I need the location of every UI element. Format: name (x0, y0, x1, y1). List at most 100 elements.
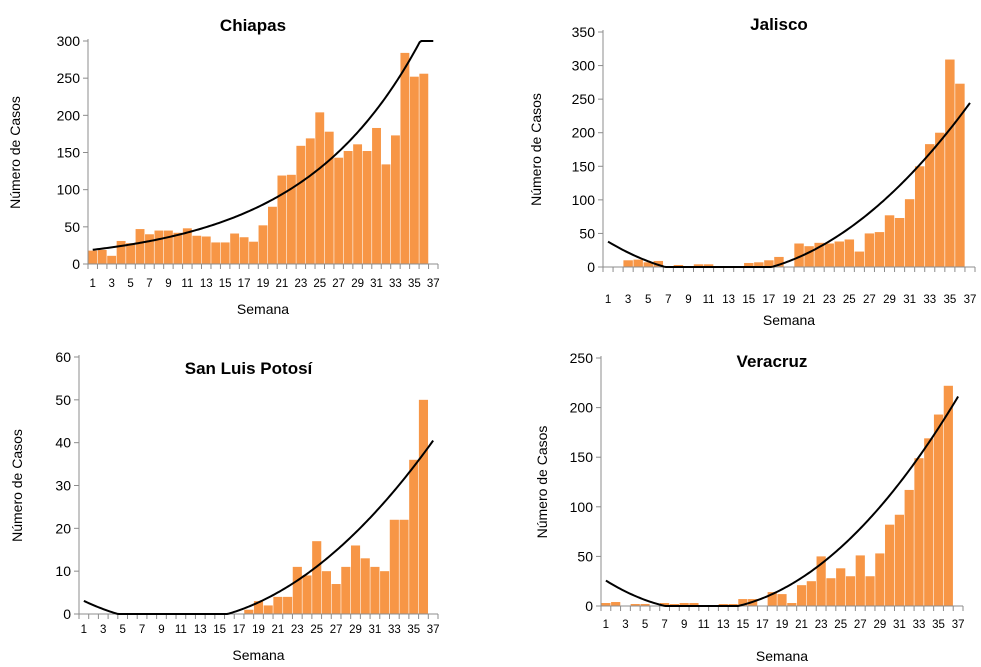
bar-semana-34 (399, 519, 409, 614)
x-tick-label: 29 (883, 294, 896, 306)
bar-semana-12 (192, 235, 202, 264)
bar-semana-4 (633, 259, 643, 267)
bar-semana-22 (806, 581, 816, 606)
bar-semana-20 (268, 206, 277, 264)
bar-semana-32 (914, 166, 925, 267)
x-tick-label: 37 (952, 619, 965, 631)
x-tick-label: 15 (213, 624, 226, 636)
bars (88, 52, 429, 265)
x-tick-label: 19 (257, 278, 270, 290)
bar-semana-5 (126, 243, 136, 264)
x-tick-label: 17 (756, 619, 769, 631)
bar-semana-35 (933, 414, 944, 606)
bar-semana-30 (362, 151, 372, 264)
x-tick-label: 3 (625, 294, 631, 306)
y-tick-label: 250 (572, 91, 596, 107)
bar-semana-10 (689, 603, 699, 606)
bar-semana-15 (744, 262, 754, 267)
bar-semana-21 (273, 596, 283, 614)
bar-semana-23 (296, 145, 306, 264)
x-tick-label: 33 (913, 619, 926, 631)
y-tick-label: 150 (572, 158, 596, 174)
bar-semana-30 (885, 524, 895, 606)
x-tick-label: 5 (127, 278, 133, 290)
y-tick-label: 50 (64, 219, 80, 235)
x-tick-label: 25 (843, 294, 856, 306)
bar-semana-26 (854, 251, 865, 267)
y-axis-label: Número de Casos (534, 426, 550, 539)
bar-semana-18 (774, 256, 784, 267)
bar-semana-14 (211, 242, 221, 264)
bar-semana-23 (816, 556, 826, 606)
y-tick-label: 50 (55, 392, 71, 408)
x-tick-label: 21 (272, 624, 285, 636)
x-tick-label: 31 (370, 278, 383, 290)
y-tick-label: 100 (572, 192, 596, 208)
bar-semana-18 (244, 609, 254, 614)
x-axis-label: Semana (232, 647, 284, 663)
x-tick-label: 7 (661, 619, 667, 631)
y-tick-label: 300 (57, 33, 81, 49)
chart-panel-chiapas: 0 50 100 150 200 250 300 1 3 5 7 9 11 13 15 17 19 21 23 25 2… (0, 0, 455, 330)
bar-semana-13 (201, 236, 211, 264)
bar-semana-31 (372, 127, 381, 264)
bar-semana-20 (263, 605, 273, 614)
bar-semana-34 (935, 132, 945, 267)
bar-semana-32 (380, 571, 390, 614)
y-tick-label: 40 (55, 435, 71, 451)
bar-semana-29 (353, 144, 363, 264)
x-tick-label: 1 (81, 624, 87, 636)
bar-semana-9 (679, 603, 689, 606)
x-tick-label: 3 (108, 278, 114, 290)
bar-semana-26 (845, 576, 856, 606)
x-tick-label: 27 (330, 624, 343, 636)
x-tick-label: 31 (903, 294, 916, 306)
bar-semana-25 (315, 112, 325, 264)
x-tick-label: 23 (815, 619, 828, 631)
x-tick-label: 13 (194, 624, 207, 636)
y-tick-label: 10 (55, 563, 71, 579)
x-tick-label: 25 (834, 619, 847, 631)
x-tick-label: 15 (736, 619, 749, 631)
bars (623, 59, 965, 267)
x-tick-label: 31 (369, 624, 382, 636)
bar-semana-35 (945, 59, 955, 267)
x-axis-label: Semana (237, 301, 289, 317)
x-tick-label: 17 (238, 278, 251, 290)
x-tick-label: 9 (681, 619, 687, 631)
bar-semana-10 (173, 232, 183, 264)
bar-semana-29 (350, 545, 361, 614)
bar-semana-11 (182, 228, 192, 264)
y-axis-label: Número de Casos (528, 93, 544, 206)
bar-semana-16 (230, 233, 240, 264)
chart-title: Jalisco (750, 15, 808, 34)
bar-semana-31 (894, 514, 905, 606)
x-tick-label: 9 (158, 624, 164, 636)
x-tick-label: 7 (139, 624, 145, 636)
x-tick-label: 5 (645, 294, 651, 306)
bar-semana-4 (116, 240, 126, 264)
bar-semana-21 (277, 175, 287, 264)
bar-semana-8 (673, 264, 684, 267)
bar-semana-33 (390, 135, 400, 264)
bar-semana-27 (864, 233, 875, 267)
x-tick-label: 1 (603, 619, 609, 631)
chart-title: Veracruz (737, 352, 808, 371)
bar-semana-27 (334, 157, 344, 264)
y-tick-label: 30 (55, 478, 71, 494)
bar-semana-27 (855, 555, 865, 606)
bar-semana-35 (409, 76, 419, 265)
bar-semana-33 (389, 519, 399, 614)
x-tick-label: 3 (622, 619, 628, 631)
x-tick-label: 21 (276, 278, 289, 290)
bar-semana-27 (331, 584, 341, 614)
y-tick-label: 0 (585, 598, 593, 614)
bar-semana-19 (777, 594, 787, 606)
bar-semana-25 (312, 541, 322, 614)
bar-semana-10 (693, 264, 704, 267)
bar-semana-30 (360, 558, 370, 614)
x-tick-label: 25 (313, 278, 326, 290)
bar-semana-11 (703, 264, 714, 267)
bar-semana-21 (804, 246, 814, 267)
bar-semana-16 (754, 262, 764, 267)
